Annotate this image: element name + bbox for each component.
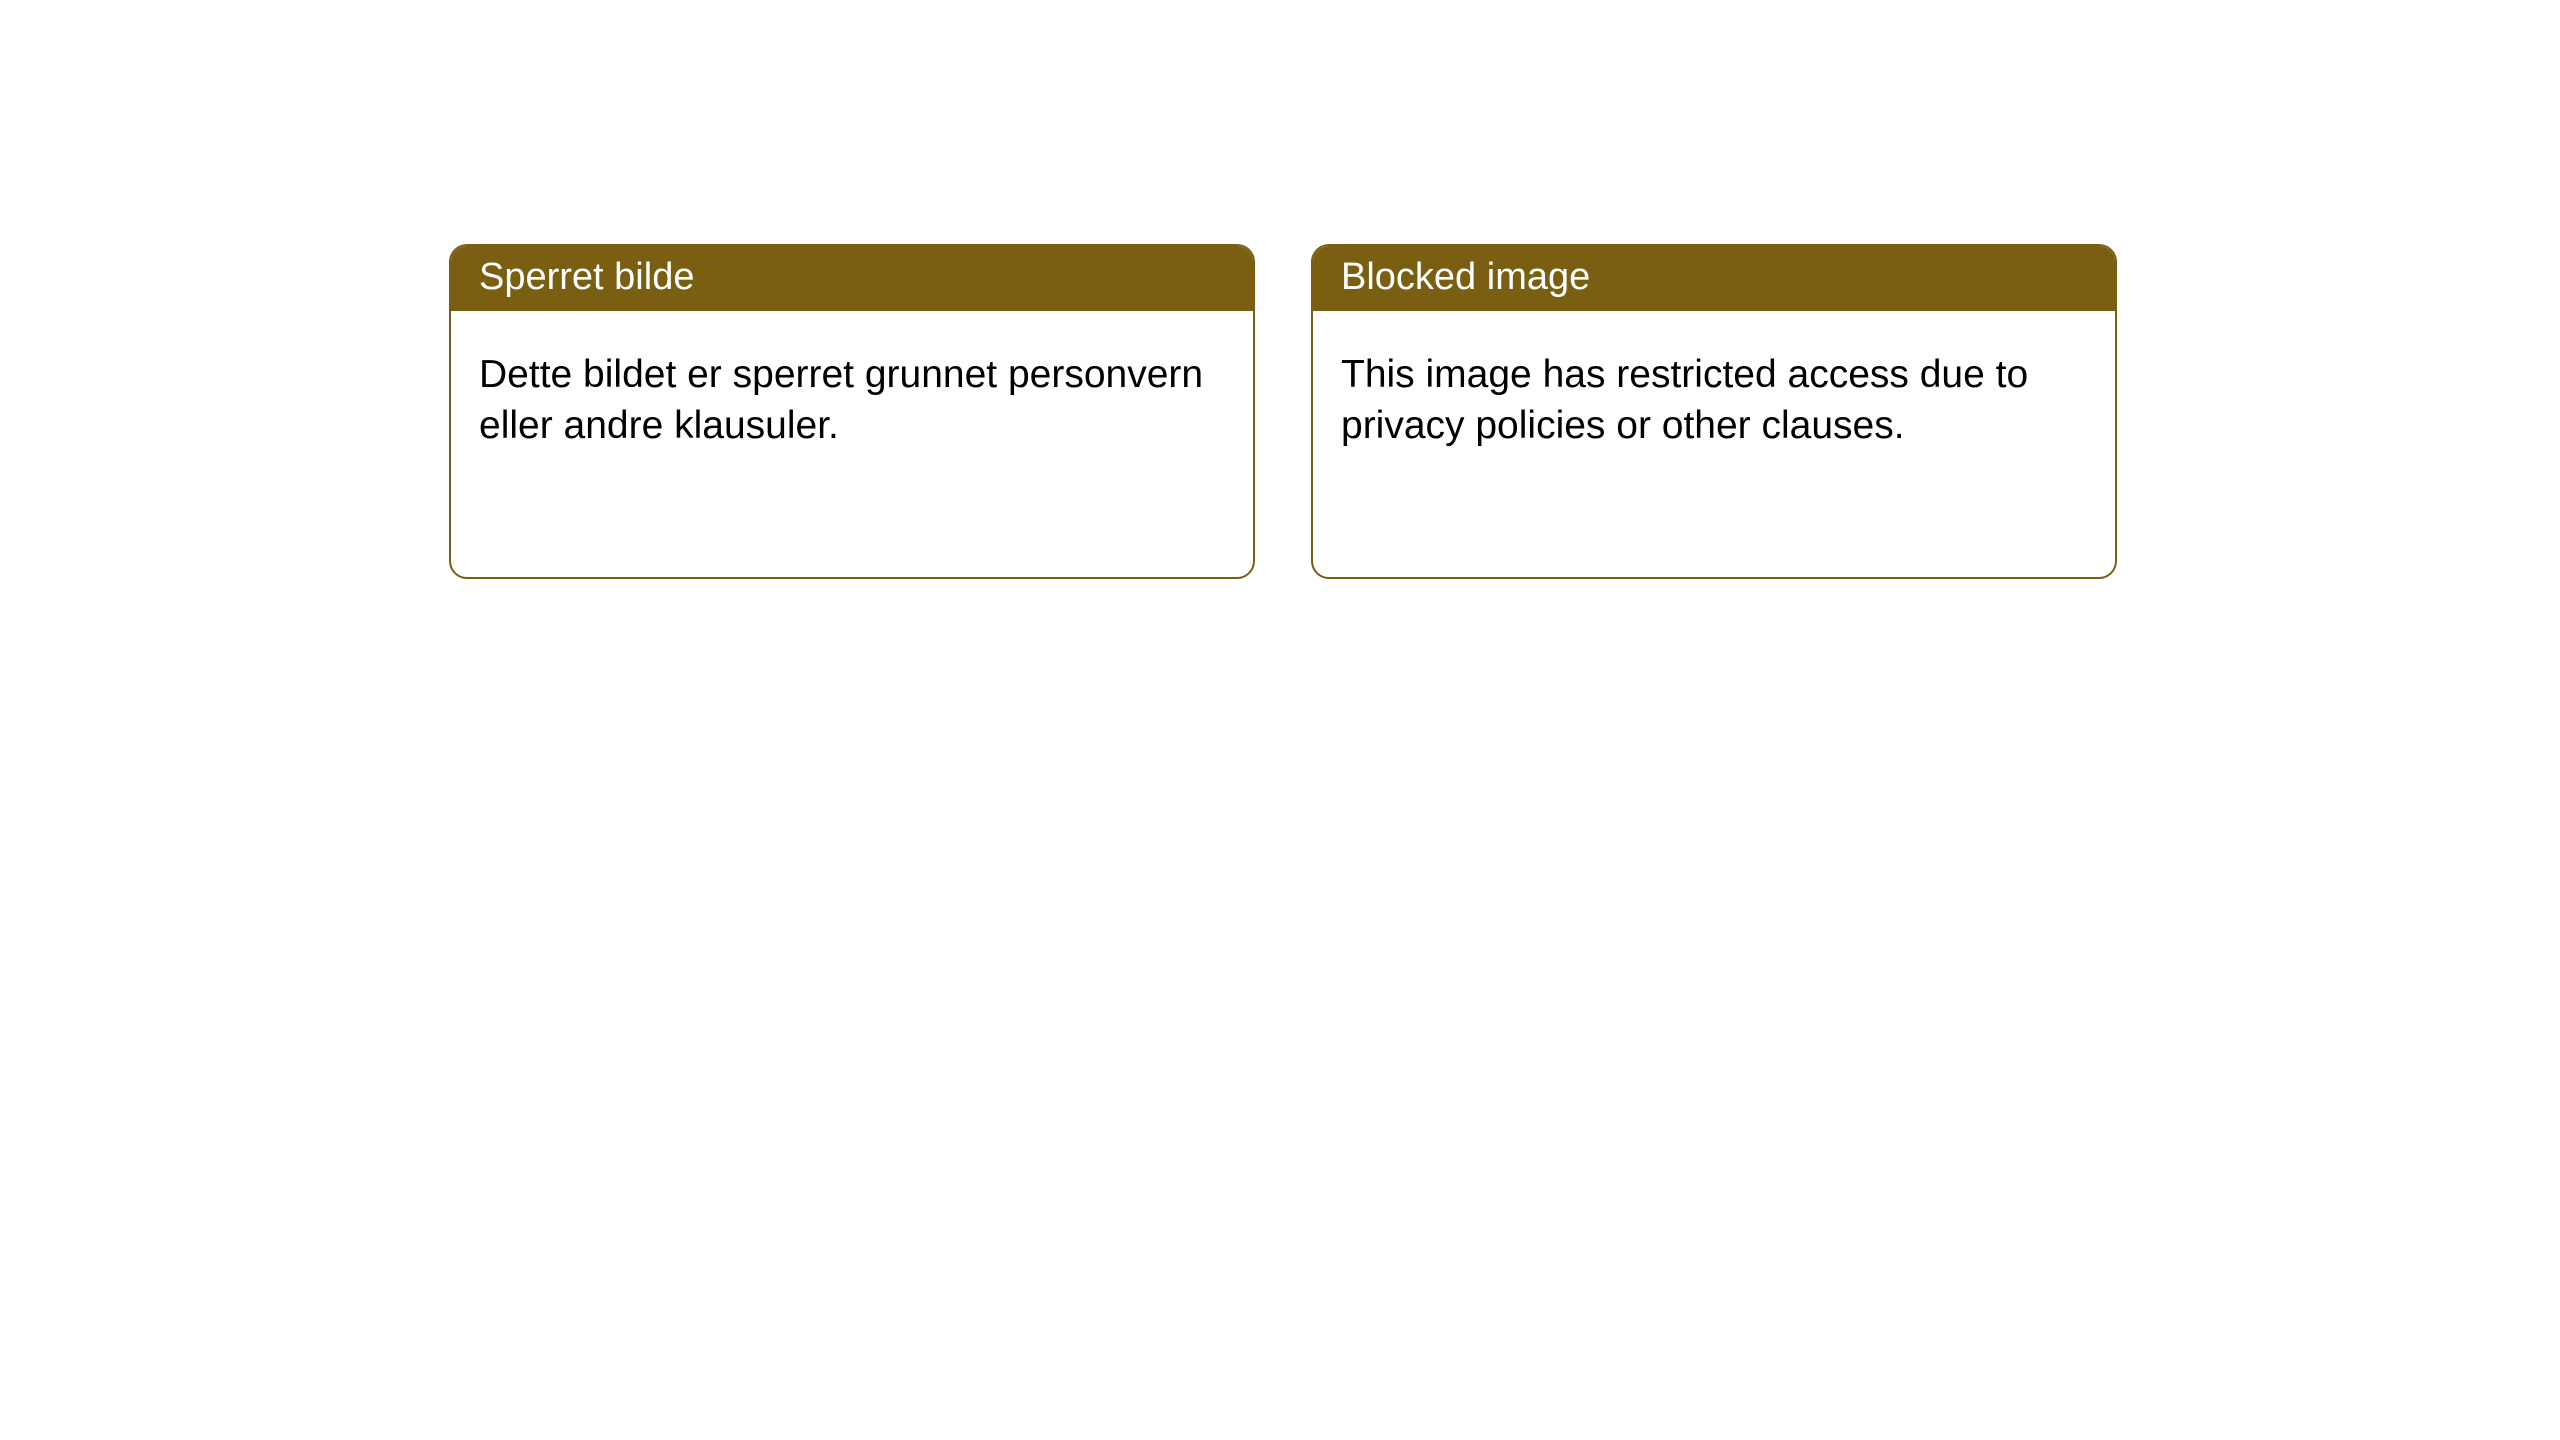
notice-card-body: Dette bildet er sperret grunnet personve… (451, 311, 1253, 480)
notice-card-no: Sperret bilde Dette bildet er sperret gr… (449, 244, 1255, 579)
notice-card-en: Blocked image This image has restricted … (1311, 244, 2117, 579)
notice-container: Sperret bilde Dette bildet er sperret gr… (0, 0, 2560, 579)
notice-card-title: Sperret bilde (451, 246, 1253, 311)
notice-card-title: Blocked image (1313, 246, 2115, 311)
notice-card-body: This image has restricted access due to … (1313, 311, 2115, 480)
